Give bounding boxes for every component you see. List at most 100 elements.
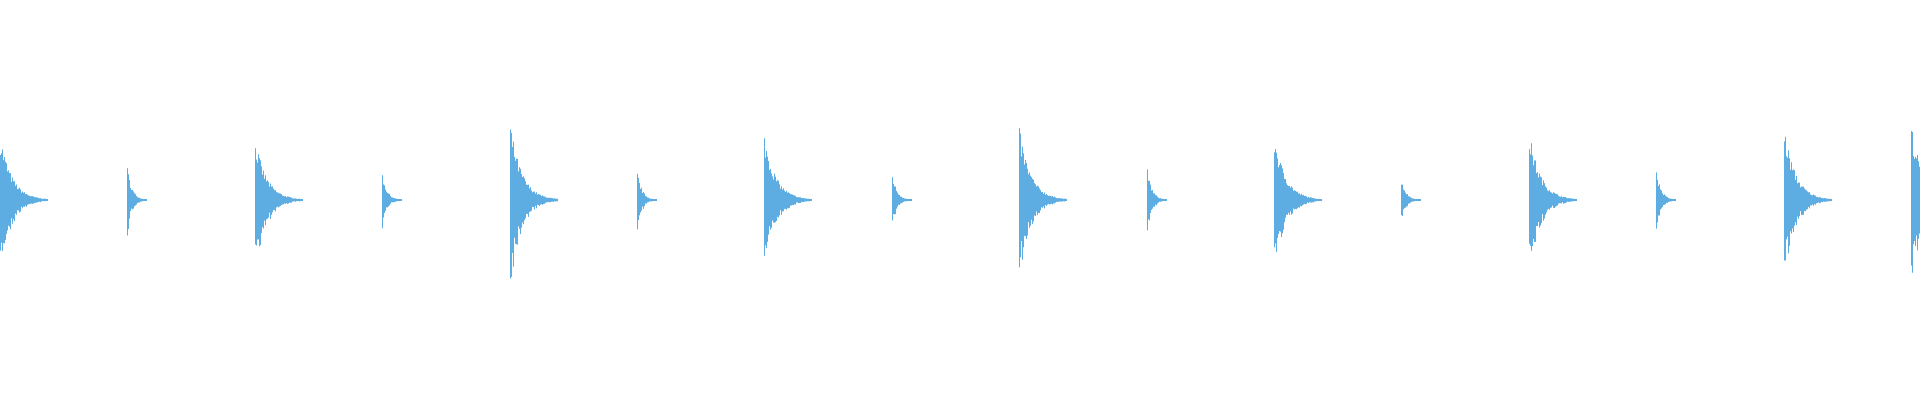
waveform-sample [30, 196, 31, 204]
waveform-sample [1821, 198, 1822, 202]
waveform-sample [766, 150, 767, 249]
waveform-sample [552, 198, 553, 202]
waveform-transients [0, 128, 1920, 279]
waveform-sample [810, 199, 811, 201]
waveform-sample [10, 173, 11, 230]
waveform-sample [1656, 172, 1657, 229]
waveform-sample [1408, 196, 1409, 204]
waveform-sample [132, 189, 133, 210]
waveform-sample [141, 198, 142, 202]
waveform-sample [1657, 179, 1658, 223]
waveform-sample [906, 198, 907, 202]
waveform-sample [1794, 170, 1795, 226]
waveform-sample [258, 154, 259, 240]
waveform-sample [1045, 194, 1046, 205]
waveform-sample [1405, 192, 1406, 208]
waveform-sample [796, 197, 797, 203]
waveform-sample [1278, 167, 1279, 235]
waveform-sample [769, 170, 770, 227]
waveform-sample [805, 198, 806, 202]
waveform-sample [526, 184, 527, 214]
waveform-sample [142, 198, 143, 202]
waveform-sample [33, 196, 34, 204]
waveform-sample [792, 194, 793, 205]
waveform-sample [1150, 184, 1151, 214]
waveform-sample [639, 182, 640, 216]
waveform-sample [1053, 196, 1054, 204]
waveform-sample [1828, 198, 1829, 202]
waveform-sample [1166, 199, 1167, 201]
waveform-sample [1799, 182, 1800, 217]
waveform-sample [527, 184, 528, 214]
waveform-sample [1673, 199, 1674, 201]
waveform-sample [1814, 195, 1815, 205]
waveform-sample [1032, 178, 1033, 225]
waveform-sample [396, 198, 397, 202]
waveform-sample [1662, 193, 1663, 208]
waveform-sample [514, 156, 515, 238]
waveform-sample [781, 186, 782, 215]
waveform-sample [1414, 199, 1415, 202]
waveform-sample [44, 198, 45, 202]
waveform-sample [803, 198, 804, 202]
transient [1401, 184, 1421, 217]
transient [637, 173, 657, 230]
waveform-sample [1313, 197, 1314, 203]
waveform-sample [262, 174, 263, 228]
waveform-sample [1030, 175, 1031, 226]
waveform-sample [1825, 198, 1826, 202]
waveform-sample [128, 174, 129, 229]
waveform-sample [18, 188, 19, 211]
waveform-sample [300, 198, 301, 202]
waveform-sample [281, 194, 282, 206]
waveform-sample [1675, 199, 1676, 201]
waveform-sample [529, 188, 530, 213]
waveform-sample [1802, 186, 1803, 215]
waveform-sample [127, 168, 128, 236]
waveform-sample [1552, 193, 1553, 206]
waveform-sample [1291, 186, 1292, 215]
waveform-sample [1530, 154, 1531, 246]
waveform-sample [1545, 186, 1546, 215]
waveform-sample [1404, 190, 1405, 209]
waveform-sample [537, 194, 538, 205]
waveform-sample [1058, 198, 1059, 202]
waveform-sample [1035, 184, 1036, 217]
waveform-sample [1406, 194, 1407, 207]
waveform-sample [1048, 195, 1049, 204]
waveform-sample [647, 197, 648, 203]
waveform-sample [523, 176, 524, 225]
waveform-sample [1036, 186, 1037, 212]
waveform-sample [384, 185, 385, 213]
waveform-sample [771, 173, 772, 228]
waveform-sample [1808, 192, 1809, 207]
waveform-sample [1296, 191, 1297, 210]
waveform-sample [287, 196, 288, 204]
waveform-sample [789, 193, 790, 208]
waveform-sample [8, 170, 9, 226]
transient [1529, 143, 1577, 251]
waveform-sample [1277, 158, 1278, 239]
waveform-sample [288, 196, 289, 204]
waveform-sample [1553, 192, 1554, 208]
waveform-sample [296, 198, 297, 202]
waveform-sample [1557, 194, 1558, 206]
waveform-sample [1319, 198, 1320, 201]
waveform-sample [1049, 195, 1050, 205]
waveform-sample [1801, 186, 1802, 216]
waveform-sample [1310, 197, 1311, 203]
waveform-sample [1916, 158, 1917, 236]
waveform-sample [1415, 199, 1416, 201]
waveform-sample [780, 188, 781, 211]
waveform-sample [1671, 198, 1672, 202]
waveform-sample [1914, 158, 1915, 242]
waveform-sample [1559, 196, 1560, 204]
waveform-sample [1813, 194, 1814, 206]
waveform-sample [519, 167, 520, 229]
waveform-sample [1160, 198, 1161, 202]
waveform-sample [292, 198, 293, 202]
waveform-sample [6, 163, 7, 234]
waveform-sample [1788, 150, 1789, 254]
waveform-sample [41, 198, 42, 202]
